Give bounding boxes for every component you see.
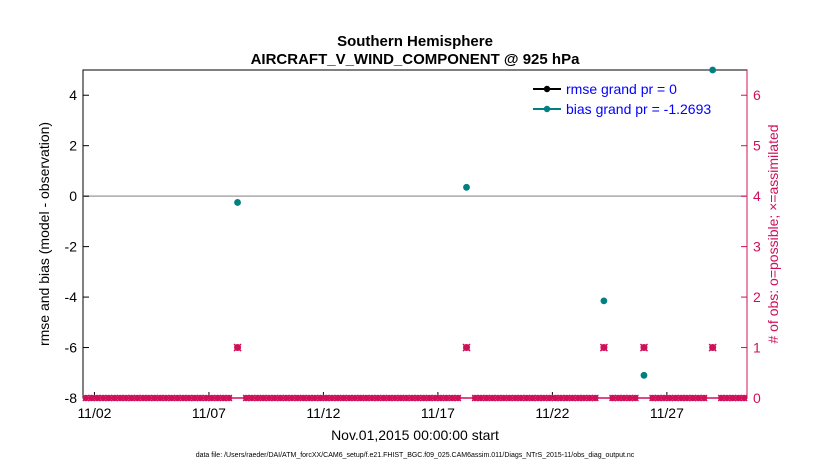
bias-point	[234, 199, 241, 206]
obs-assimilated-point	[708, 343, 717, 352]
legend-bias-label: bias grand pr = -1.2693	[566, 101, 711, 117]
x-axis: 11/02 11/07 11/12 11/17 11/22 11/27	[77, 392, 684, 421]
chart-title-line-2: AIRCRAFT_V_WIND_COMPONENT @ 925 hPa	[251, 51, 581, 68]
x-tick-label: 11/27	[650, 405, 684, 421]
left-tick-label: 4	[69, 87, 77, 103]
obs-assimilated-point	[233, 343, 242, 352]
left-axis: -8 -6 -4 -2 0 2 4	[65, 87, 89, 406]
right-tick-label: 4	[753, 188, 761, 204]
x-tick-label: 11/17	[421, 405, 455, 421]
right-tick-label: 2	[753, 289, 761, 305]
right-tick-label: 3	[753, 239, 761, 255]
chart-title-line-1: Southern Hemisphere	[337, 33, 493, 50]
right-tick-label: 5	[753, 138, 761, 154]
right-tick-label: 6	[753, 87, 761, 103]
legend-rmse-marker	[543, 85, 551, 93]
obs-assimilated-point	[462, 343, 471, 352]
y-axis-label-right: # of obs: o=possible; ×=assimilated	[765, 124, 781, 343]
bias-point	[463, 183, 470, 191]
x-tick-label: 11/12	[306, 405, 340, 421]
zero-obs-markers	[82, 394, 748, 402]
data-file-footnote: data file: /Users/raeder/DAI/ATM_forcXX/…	[196, 452, 635, 459]
legend: rmse grand pr = 0 bias grand pr = -1.269…	[533, 81, 711, 117]
x-axis-label: Nov.01,2015 00:00:00 start	[331, 427, 499, 443]
bias-point	[709, 66, 717, 74]
legend-rmse-label: rmse grand pr = 0	[566, 81, 677, 97]
left-tick-label: -4	[65, 289, 78, 305]
bias-point	[600, 297, 608, 305]
x-tick-label: 11/02	[77, 405, 111, 421]
obs-assimilated-point	[639, 343, 648, 352]
plot-area	[82, 69, 748, 399]
bias-point	[640, 371, 648, 379]
left-tick-label: 0	[69, 188, 77, 204]
left-tick-label: 2	[69, 138, 77, 154]
right-tick-label: 0	[753, 390, 761, 406]
obs-assimilated-point	[599, 343, 608, 352]
left-tick-label: -6	[65, 340, 78, 356]
x-tick-label: 11/22	[535, 405, 569, 421]
right-tick-label: 1	[753, 340, 761, 356]
legend-bias-marker	[543, 105, 551, 113]
left-tick-label: -8	[65, 390, 78, 406]
data-points	[233, 66, 717, 379]
left-tick-label: -2	[65, 239, 78, 255]
x-tick-label: 11/07	[192, 405, 226, 421]
y-axis-label-left: rmse and bias (model - observation)	[36, 122, 52, 346]
